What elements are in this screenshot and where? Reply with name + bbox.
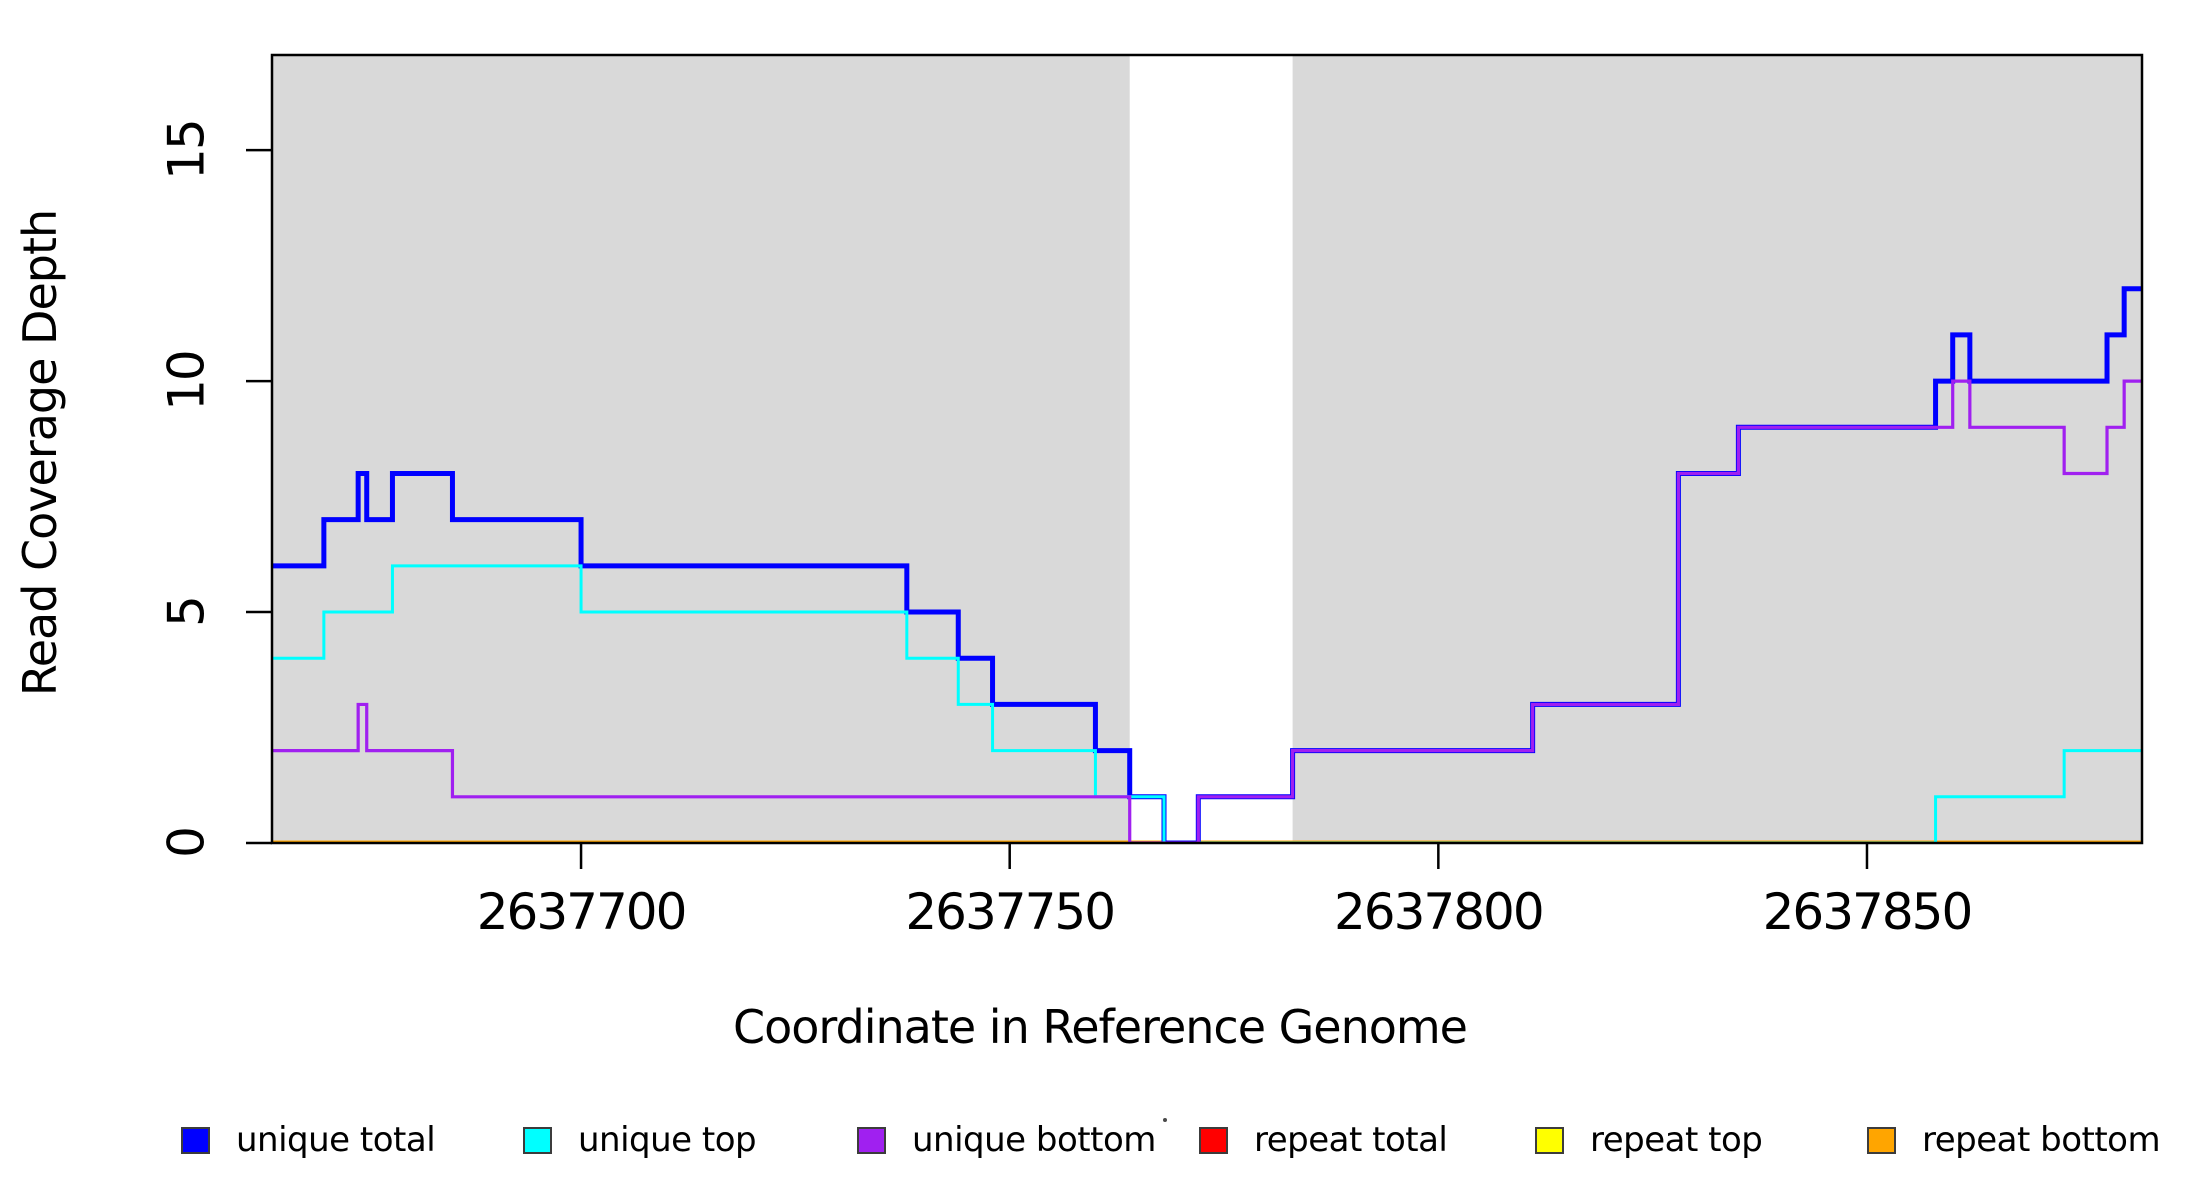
series-unique-bottom-line [272,379,2142,843]
y-tick-label: 15 [158,120,216,180]
y-axis-title: Read Coverage Depth [13,209,67,697]
series-unique-top-line [272,564,2142,843]
x-tick-label: 2637750 [905,883,1114,941]
x-tick-label: 2637850 [1763,883,1972,941]
y-tick-label: 10 [158,351,216,411]
left-gray-band [272,55,1130,843]
series-lines [272,286,2142,843]
stray-dot-artifact [1163,1118,1167,1122]
y-tick-label: 5 [158,597,216,627]
x-axis-title: Coordinate in Reference Genome [733,1000,1468,1054]
right-gray-band [1292,55,2142,843]
y-tick-label: 0 [158,828,216,858]
x-tick-label: 2637800 [1334,883,1543,941]
x-tick-label: 2637700 [477,883,686,941]
plot-border [270,53,2144,845]
